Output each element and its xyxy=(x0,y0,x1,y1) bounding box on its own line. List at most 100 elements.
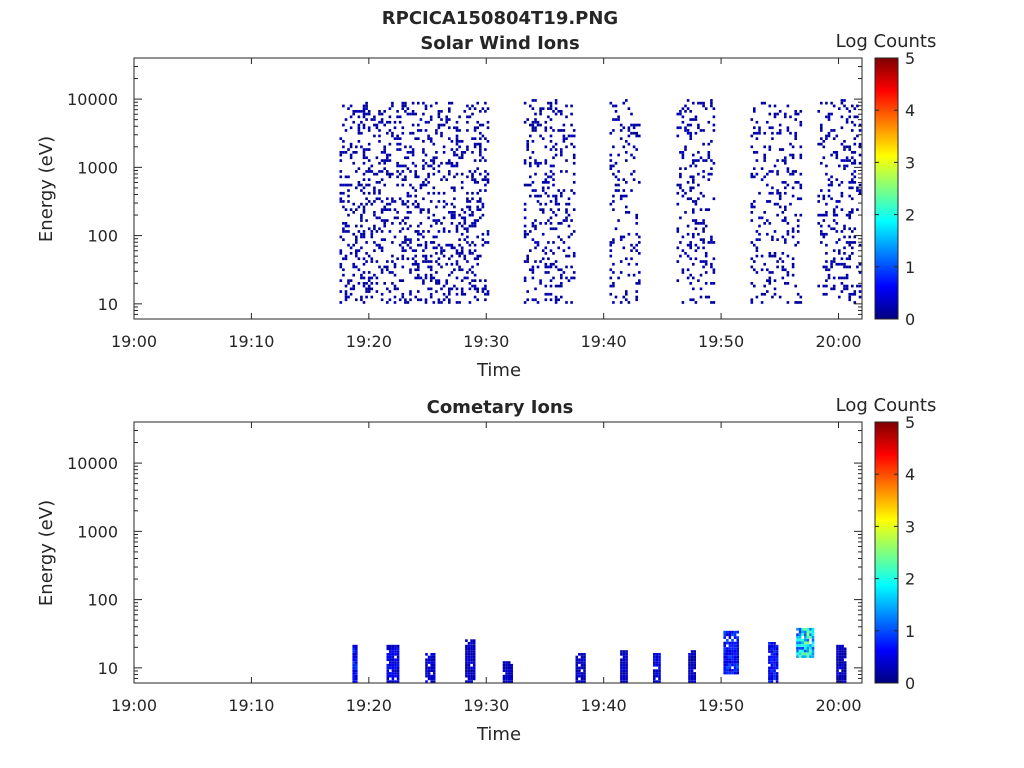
heatmap-cell xyxy=(554,200,558,203)
heatmap-cell xyxy=(755,172,759,176)
heatmap-cell xyxy=(344,175,348,179)
heatmap-cell xyxy=(507,674,511,678)
heatmap-cell xyxy=(471,151,474,154)
heatmap-cell xyxy=(448,292,451,296)
heatmap-cell xyxy=(432,172,436,176)
heatmap-cell xyxy=(396,677,400,681)
heatmap-cell xyxy=(357,205,361,209)
heatmap-cell xyxy=(733,658,737,661)
heatmap-cell xyxy=(770,658,774,662)
heatmap-cell xyxy=(809,649,812,653)
heatmap-cell xyxy=(822,265,826,269)
heatmap-cell xyxy=(658,677,661,681)
heatmap-cell xyxy=(510,666,513,670)
heatmap-cell xyxy=(455,148,459,151)
heatmap-cell xyxy=(625,99,628,102)
heatmap-cell xyxy=(853,161,857,165)
heatmap-cell xyxy=(658,653,661,656)
heatmap-cell xyxy=(726,660,729,664)
heatmap-cell xyxy=(712,241,716,244)
heatmap-cell xyxy=(653,677,656,681)
heatmap-cell xyxy=(750,282,754,285)
heatmap-cell xyxy=(565,276,568,280)
heatmap-cell xyxy=(468,252,472,255)
heatmap-cell xyxy=(473,287,477,291)
heatmap-cell xyxy=(466,129,469,132)
heatmap-cell xyxy=(697,126,700,130)
heatmap-cell xyxy=(806,649,810,653)
heatmap-cell xyxy=(393,120,397,124)
heatmap-cell xyxy=(468,287,472,291)
heatmap-cell xyxy=(453,153,456,157)
heatmap-cell xyxy=(419,186,423,190)
heatmap-cell xyxy=(688,666,691,670)
heatmap-cell xyxy=(733,636,737,639)
heatmap-cell xyxy=(468,213,472,217)
heatmap-cell xyxy=(388,298,392,302)
heatmap-cell xyxy=(736,666,739,669)
heatmap-cell xyxy=(690,677,694,681)
heatmap-cell xyxy=(472,677,476,681)
heatmap-cell xyxy=(625,181,628,184)
heatmap-cell xyxy=(781,148,785,151)
heatmap-cell xyxy=(851,246,854,250)
heatmap-cell xyxy=(486,178,490,181)
heatmap-cell xyxy=(798,627,802,631)
heatmap-cell xyxy=(393,284,397,288)
heatmap-cell xyxy=(799,213,803,217)
heatmap-cell xyxy=(427,666,431,670)
heatmap-cell xyxy=(853,290,857,293)
heatmap-cell xyxy=(534,219,537,222)
heatmap-cell xyxy=(357,123,361,127)
heatmap-cell xyxy=(367,191,371,195)
heatmap-cell xyxy=(391,653,395,656)
heatmap-cell xyxy=(375,197,379,201)
heatmap-cell xyxy=(830,101,833,105)
heatmap-cell xyxy=(726,655,729,659)
heatmap-cell xyxy=(339,151,343,154)
heatmap-cell xyxy=(799,295,803,299)
heatmap-cell xyxy=(417,276,420,280)
heatmap-cell xyxy=(681,107,685,110)
heatmap-cell xyxy=(367,183,371,187)
heatmap-cell xyxy=(843,677,847,681)
heatmap-cell xyxy=(470,658,473,662)
heatmap-cell xyxy=(570,104,573,108)
heatmap-cell xyxy=(554,284,558,288)
heatmap-cell xyxy=(684,167,687,170)
heatmap-cell xyxy=(843,663,847,667)
heatmap-cell xyxy=(388,107,392,110)
heatmap-cell xyxy=(786,129,790,132)
heatmap-cell xyxy=(455,161,459,165)
heatmap-cell xyxy=(760,178,764,181)
heatmap-cell xyxy=(440,123,443,127)
heatmap-cell xyxy=(554,101,558,105)
heatmap-cell xyxy=(736,630,739,634)
heatmap-cell xyxy=(723,660,726,664)
heatmap-cell xyxy=(773,672,776,675)
heatmap-cell xyxy=(541,257,545,261)
heatmap-cell xyxy=(753,107,756,110)
heatmap-cell xyxy=(386,658,390,662)
heatmap-cell xyxy=(726,658,729,661)
heatmap-cell xyxy=(694,164,698,168)
heatmap-cell xyxy=(388,172,392,176)
heatmap-cell xyxy=(630,172,633,176)
heatmap-cell xyxy=(638,252,641,255)
heatmap-cell xyxy=(380,246,384,250)
heatmap-cell xyxy=(758,191,761,195)
heatmap-cell xyxy=(505,663,508,667)
heatmap-cell xyxy=(827,194,831,198)
heatmap-cell xyxy=(427,191,430,195)
heatmap-cell xyxy=(396,161,399,165)
heatmap-cell xyxy=(339,301,343,304)
heatmap-cell xyxy=(355,663,358,667)
heatmap-cell xyxy=(796,627,799,631)
heatmap-cell xyxy=(612,172,615,176)
heatmap-cell xyxy=(391,669,395,672)
heatmap-cell xyxy=(417,273,420,277)
heatmap-cell xyxy=(688,653,691,656)
heatmap-cell xyxy=(575,672,579,675)
heatmap-cell xyxy=(470,647,473,651)
heatmap-cell xyxy=(357,249,361,252)
